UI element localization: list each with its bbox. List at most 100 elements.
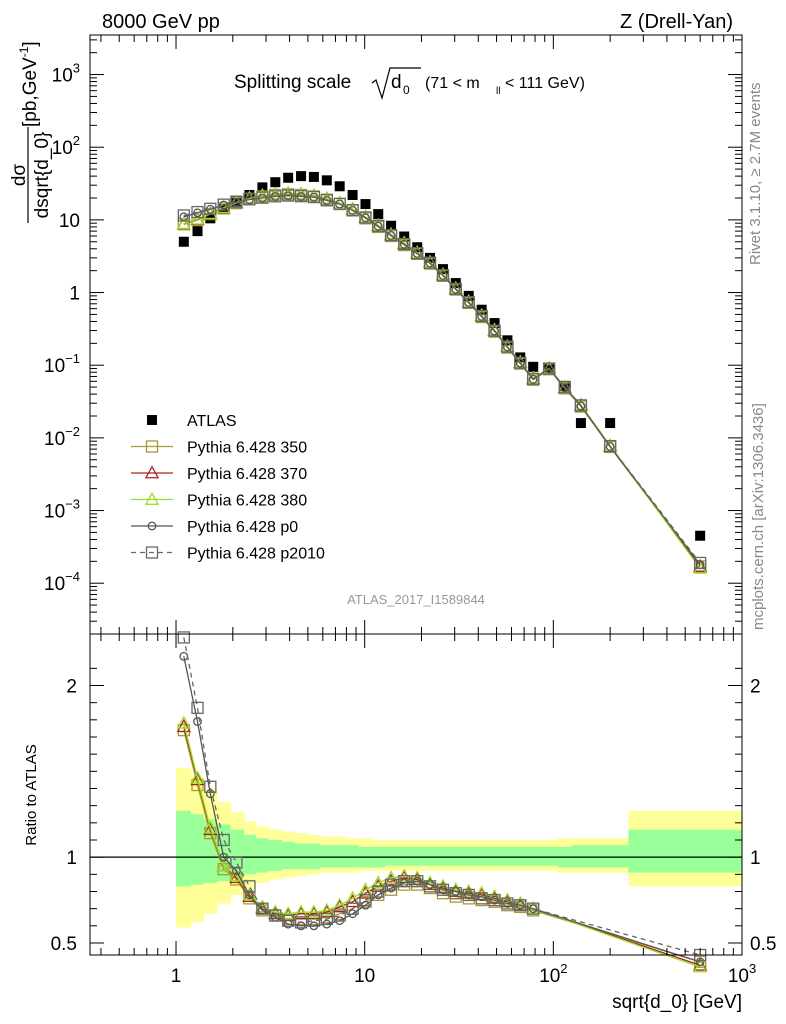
ratio-point (281, 906, 296, 920)
data-point (490, 326, 499, 336)
data-point (438, 270, 448, 280)
data-point (321, 175, 332, 186)
data-point (423, 256, 437, 269)
data-point (190, 211, 205, 225)
data-point (386, 220, 397, 231)
ratio-point (462, 888, 475, 902)
ratio-point (243, 880, 256, 893)
ratio-point (461, 883, 476, 897)
ratio-point (435, 878, 451, 892)
data-point (177, 209, 190, 222)
x-tick-label: 10 (354, 966, 375, 987)
rivet-label: Rivet 3.1.10, ≥ 2.7M events (747, 83, 764, 266)
data-point (528, 374, 538, 384)
main-plot-marks (176, 171, 708, 574)
data-point (178, 236, 189, 247)
series-pythia-6-428-p2010 (177, 189, 707, 570)
data-point (348, 205, 358, 215)
series-line (183, 192, 701, 569)
data-point (693, 556, 707, 570)
data-point (451, 284, 461, 294)
inner-band (384, 846, 399, 866)
legend: ATLAS Pythia 6.428 350 Pythia 6.428 370 Pyt… (131, 413, 325, 563)
ratio-point (204, 780, 217, 793)
ratio-point (514, 899, 527, 912)
series-pythia-6-428-380 (176, 185, 708, 574)
title-range-sub: ll (496, 86, 500, 97)
legend-marker (145, 546, 159, 559)
data-point (296, 171, 307, 182)
data-point (307, 190, 321, 204)
legend-marker (144, 491, 160, 505)
title-range-close: < 111 GeV) (505, 75, 585, 92)
ratio-point (205, 789, 215, 799)
ratio-point (306, 904, 322, 918)
ratio-point (490, 895, 499, 905)
y-tick-label: 1 (69, 284, 80, 305)
x-tick-label: 103 (728, 961, 756, 987)
title-subscript: 0 (403, 83, 410, 97)
inner-band (333, 845, 347, 868)
data-point (574, 399, 588, 412)
ratio-point (216, 858, 231, 872)
data-point (244, 189, 255, 200)
inner-band (410, 846, 424, 866)
data-point (502, 342, 512, 352)
data-point (219, 200, 229, 210)
inner-band (591, 845, 629, 868)
inner-band (320, 845, 335, 868)
inner-band (540, 846, 558, 866)
ratio-point (693, 955, 707, 969)
ylabel-numerator: dσ (9, 164, 30, 187)
data-point (282, 189, 295, 202)
data-point (477, 311, 487, 321)
ratio-point (373, 890, 383, 900)
data-point (544, 364, 554, 374)
series-line (183, 193, 701, 567)
legend-entry: Pythia 6.428 380 (131, 491, 307, 510)
data-point (294, 190, 308, 203)
mcplots-label: mcplots.cern.ch [arXiv:1306.3436] (750, 403, 767, 630)
inner-band (462, 846, 476, 866)
ratio-point (231, 866, 241, 876)
ratio-ylabel: Ratio to ATLAS (23, 744, 40, 845)
title-lead: Splitting scale (234, 72, 351, 93)
inner-band (475, 846, 489, 866)
data-point (464, 298, 474, 307)
data-point (560, 383, 570, 393)
ratio-point (283, 919, 293, 929)
data-point (333, 197, 346, 211)
ratio-point (242, 888, 257, 903)
ratio-point (464, 890, 474, 900)
y-tick-label: 103 (52, 61, 80, 87)
analysis-tag: ATLAS_2017_I1589844 (347, 592, 485, 607)
data-point (335, 199, 345, 209)
ratio-point (475, 892, 488, 905)
ylabel-unit: [pb,GeV-1] (17, 41, 41, 127)
data-point (603, 439, 617, 453)
data-point (575, 418, 586, 429)
data-point (347, 189, 358, 200)
inner-band (203, 819, 218, 883)
ratio-point (190, 772, 205, 786)
data-point (230, 195, 243, 208)
legend-label: Pythia 6.428 350 (187, 440, 307, 457)
y-tick-label: 10−2 (44, 424, 80, 450)
ratio-point (307, 914, 321, 927)
x-axis-label: sqrt{d_0} [GeV] (612, 992, 742, 1013)
ratio-point (269, 909, 282, 922)
ratio-point (527, 902, 540, 915)
ratio-point (306, 906, 322, 920)
main-axes: 10−4 10−3 10−2 10−1 1 10 102 103 (44, 35, 743, 635)
data-point (308, 171, 319, 182)
ratio-point (320, 912, 333, 926)
ratio-point (500, 892, 515, 906)
data-point (559, 380, 570, 391)
data-point (270, 177, 281, 188)
ratio-point (501, 897, 514, 910)
x-tick-label: 1 (171, 966, 182, 987)
data-point (373, 209, 384, 220)
ratio-point (423, 880, 437, 893)
ratio-point (177, 631, 190, 644)
